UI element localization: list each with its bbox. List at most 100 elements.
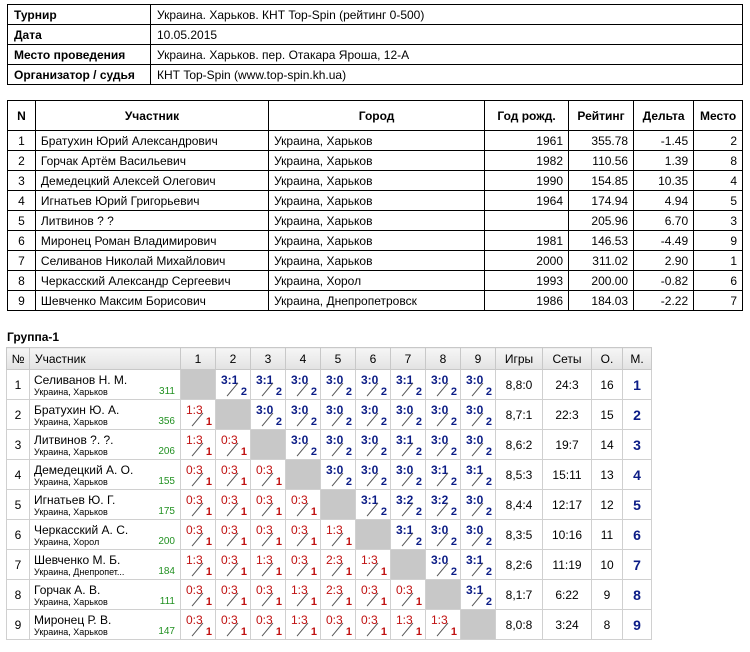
grid-result-cell: 0:3 1	[215, 429, 251, 460]
match-score: 3:0	[396, 403, 414, 417]
info-row: Организатор / судья КНТ Top-Spin (www.top…	[7, 64, 743, 85]
grid-row: 3 Литвинов ?. ?. Украина, Харьков 206 1:3 1 0:…	[6, 429, 652, 460]
grid-result-cell: 3:0 2	[425, 399, 461, 430]
grid-result-cell: 3:1 2	[390, 429, 426, 460]
match-score: 3:0	[291, 433, 309, 447]
grid-result-cell: 3:1 2	[390, 519, 426, 550]
grid-result-cell: 0:3 1	[215, 549, 251, 580]
grid-points: 14	[591, 429, 623, 460]
match-points: 2	[485, 476, 492, 488]
grid-result-cell: 1:3 1	[425, 609, 461, 640]
match-points: 1	[205, 596, 212, 608]
participant-cell: 2.90	[633, 250, 695, 271]
participant-cell: Шевченко Максим Борисович	[34, 290, 270, 311]
grid-result-cell: 3:0 2	[250, 399, 286, 430]
grid-player: Черкасский А. С. Украина, Хорол 200	[29, 519, 181, 550]
grid-header-col: 1	[180, 347, 216, 370]
participant-cell: 6.70	[633, 210, 695, 231]
player-rating: 206	[158, 446, 175, 457]
grid-result-cell: 3:0 2	[285, 429, 321, 460]
participant-cell: 1.39	[633, 150, 695, 171]
participant-row: 1 Братухин Юрий Александрович Украина, Хар…	[7, 130, 743, 151]
grid-result-cell: 1:3 1	[250, 549, 286, 580]
match-points: 1	[380, 626, 387, 638]
match-score: 3:0	[466, 523, 484, 537]
grid-result-cell: 2:3 1	[320, 579, 356, 610]
match-score: 3:0	[361, 403, 379, 417]
match-points: 1	[205, 626, 212, 638]
match-score: 3:0	[361, 373, 379, 387]
match-score: 0:3	[326, 613, 343, 627]
grid-points: 13	[591, 459, 623, 490]
grid-row: 8 Горчак А. В. Украина, Харьков 111 0:3 1 0:3 1…	[6, 579, 652, 610]
grid-result-cell: 0:3 1	[250, 519, 286, 550]
info-label: Турнир	[7, 4, 151, 25]
match-score: 3:0	[431, 373, 449, 387]
participant-cell: -1.45	[633, 130, 695, 151]
match-score: 0:3	[221, 583, 238, 597]
match-points: 1	[345, 596, 352, 608]
participant-cell: 154.85	[567, 170, 635, 191]
match-points: 2	[380, 476, 387, 488]
participant-cell: 205.96	[567, 210, 635, 231]
info-value: Украина. Харьков. КНТ Top-Spin (рейтинг …	[150, 4, 743, 25]
grid-games: 8,3:5	[495, 519, 543, 550]
match-score: 3:1	[396, 373, 414, 387]
match-score: 3:1	[396, 523, 414, 537]
match-points: 2	[485, 416, 492, 428]
grid-header-no: №	[6, 347, 30, 370]
grid-result-cell: 3:0 2	[355, 399, 391, 430]
match-score: 3:1	[396, 433, 414, 447]
grid-row: 6 Черкасский А. С. Украина, Хорол 200 0:3 1 0:…	[6, 519, 652, 550]
match-points: 2	[485, 446, 492, 458]
grid-row: 2 Братухин Ю. А. Украина, Харьков 356 1:3 1 3:…	[6, 399, 652, 430]
match-points: 1	[240, 446, 247, 458]
match-score: 0:3	[221, 523, 238, 537]
participant-cell: 8	[7, 270, 36, 291]
match-score: 1:3	[396, 613, 413, 627]
grid-self-cell	[355, 519, 391, 550]
match-score: 3:0	[326, 403, 344, 417]
participant-row: 2 Горчак Артём Васильевич Украина, Харьков…	[7, 150, 743, 171]
participant-cell: 7	[693, 290, 743, 311]
match-points: 1	[240, 536, 247, 548]
match-points: 1	[275, 476, 282, 488]
grid-self-cell	[460, 609, 496, 640]
grid-row: 9 Миронец Р. В. Украина, Харьков 147 0:3 1 0:3…	[6, 609, 652, 640]
match-points: 2	[345, 446, 352, 458]
match-points: 1	[275, 566, 282, 578]
grid-row: 5 Игнатьев Ю. Г. Украина, Харьков 175 0:3 1 0:…	[6, 489, 652, 520]
participant-cell: Украина, Харьков	[268, 130, 486, 151]
grid-result-cell: 0:3 1	[180, 609, 216, 640]
match-score: 3:2	[396, 493, 414, 507]
grid-row-no: 7	[6, 549, 30, 580]
grid-games: 8,4:4	[495, 489, 543, 520]
participant-cell	[484, 210, 569, 231]
grid-points: 11	[591, 519, 623, 550]
grid-result-cell: 3:0 2	[390, 459, 426, 490]
grid-row: 1 Селиванов Н. М. Украина, Харьков 311 3:1 2 3…	[6, 369, 652, 400]
participant-cell: 3	[693, 210, 743, 231]
player-city: Украина, Харьков	[34, 507, 108, 517]
grid-result-cell: 3:0 2	[460, 429, 496, 460]
match-points: 2	[450, 446, 457, 458]
match-points: 1	[310, 626, 317, 638]
grid-self-cell	[180, 369, 216, 400]
match-score: 3:0	[431, 553, 449, 567]
player-rating: 200	[158, 536, 175, 547]
player-city: Украина, Харьков	[34, 447, 108, 457]
grid-result-cell: 3:1 2	[250, 369, 286, 400]
match-score: 0:3	[361, 583, 378, 597]
match-points: 2	[450, 476, 457, 488]
info-row: Турнир Украина. Харьков. КНТ Top-Spin (ре…	[7, 4, 743, 25]
match-score: 0:3	[256, 493, 273, 507]
grid-result-cell: 3:0 2	[425, 549, 461, 580]
grid-games: 8,7:1	[495, 399, 543, 430]
participants-header: Год рожд.	[484, 100, 569, 131]
participant-cell: 1990	[484, 170, 569, 191]
grid-games: 8,8:0	[495, 369, 543, 400]
grid-result-cell: 3:0 2	[460, 489, 496, 520]
participant-cell: 6	[693, 270, 743, 291]
grid-result-cell: 0:3 1	[355, 579, 391, 610]
match-score: 3:0	[466, 433, 484, 447]
